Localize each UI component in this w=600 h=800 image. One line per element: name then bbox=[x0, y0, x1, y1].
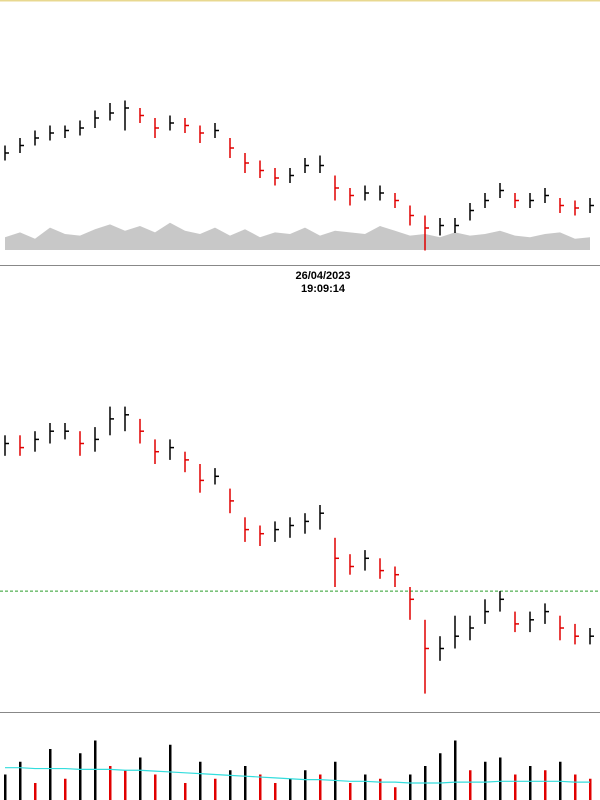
volume-bar bbox=[514, 774, 517, 800]
volume-bar bbox=[484, 761, 487, 800]
crosshair-time: 19:09:14 bbox=[301, 283, 346, 295]
volume-bar bbox=[19, 761, 22, 800]
volume-bar bbox=[364, 774, 367, 800]
volume-bar bbox=[94, 740, 97, 800]
volume-bar bbox=[274, 783, 277, 800]
volume-bar bbox=[184, 783, 187, 800]
volume-bar bbox=[544, 770, 547, 800]
volume-bar bbox=[49, 749, 52, 800]
volume-bar bbox=[574, 774, 577, 800]
volume-bar bbox=[244, 766, 247, 800]
volume-bar bbox=[4, 774, 7, 800]
volume-bar bbox=[469, 770, 472, 800]
volume-bar bbox=[214, 778, 217, 800]
volume-bar bbox=[349, 783, 352, 800]
volume-bar bbox=[64, 778, 67, 800]
volume-bar bbox=[379, 778, 382, 800]
volume-bar bbox=[79, 753, 82, 800]
volume-bar bbox=[229, 770, 232, 800]
volume-area bbox=[5, 222, 590, 250]
volume-bar bbox=[454, 740, 457, 800]
volume-bar bbox=[439, 753, 442, 800]
volume-average bbox=[5, 767, 590, 784]
volume-bar bbox=[154, 774, 157, 800]
volume-bar bbox=[589, 778, 592, 800]
volume-bar bbox=[109, 766, 112, 800]
volume-bar bbox=[124, 770, 127, 800]
crosshair-date: 26/04/2023 bbox=[295, 270, 350, 282]
volume-bar bbox=[304, 770, 307, 800]
volume-bar bbox=[139, 757, 142, 800]
volume-bar bbox=[409, 774, 412, 800]
volume-bar bbox=[289, 778, 292, 800]
volume-bar bbox=[259, 774, 262, 800]
volume-bar bbox=[499, 757, 502, 800]
volume-bar bbox=[199, 761, 202, 800]
volume-bar bbox=[34, 783, 37, 800]
volume-bar bbox=[529, 766, 532, 800]
volume-bar bbox=[319, 774, 322, 800]
volume-bar bbox=[394, 787, 397, 800]
